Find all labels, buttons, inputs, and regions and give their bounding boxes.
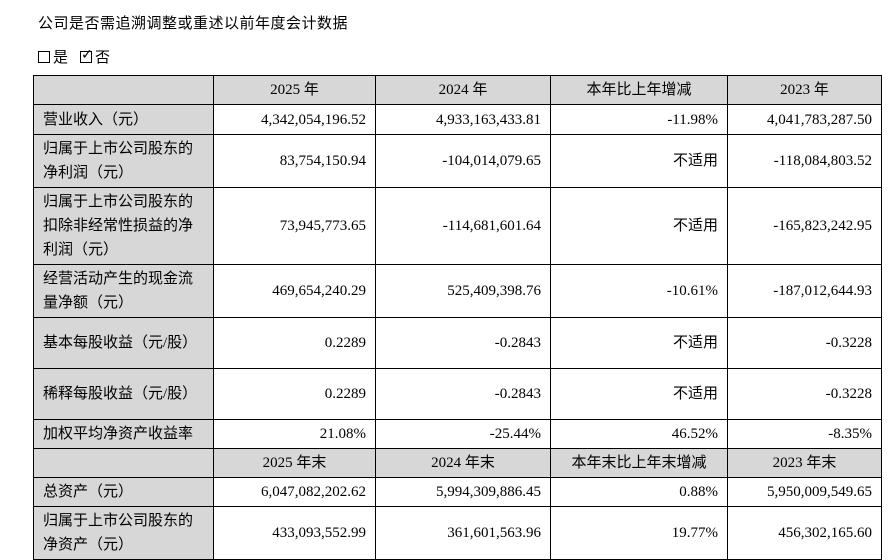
value-2024: -0.2843 [375, 368, 551, 420]
row-label: 总资产（元） [33, 477, 214, 507]
row-label: 归属于上市公司股东的扣除非经常性损益的净利润（元） [33, 187, 214, 265]
row-label: 归属于上市公司股东的净利润（元） [33, 134, 214, 188]
value-2024: 525,409,398.76 [375, 264, 551, 318]
table-row-net-profit: 归属于上市公司股东的净利润（元） 83,754,150.94 -104,014,… [33, 134, 882, 188]
header-yearend-change: 本年末比上年末增减 [550, 448, 728, 478]
checkbox-row: 是 ✓ 否 [38, 46, 348, 67]
value-2024: -104,014,079.65 [375, 134, 551, 188]
row-label: 归属于上市公司股东的净资产（元） [33, 506, 214, 560]
value-2025: 0.2289 [213, 317, 376, 369]
table-row-net-assets: 归属于上市公司股东的净资产（元） 433,093,552.99 361,601,… [33, 506, 882, 560]
value-2023: -187,012,644.93 [727, 264, 882, 318]
value-2024: 4,933,163,433.81 [375, 104, 551, 135]
value-change: 不适用 [550, 368, 728, 420]
value-change: 19.77% [550, 506, 728, 560]
value-2024: -25.44% [375, 419, 551, 449]
table-row-weighted-avg-roe: 加权平均净资产收益率 21.08% -25.44% 46.52% -8.35% [33, 419, 882, 449]
checkbox-unchecked-icon [38, 50, 50, 63]
value-2023: 4,041,783,287.50 [727, 104, 882, 135]
value-2024: 5,994,309,886.45 [375, 477, 551, 507]
value-2025: 433,093,552.99 [213, 506, 376, 560]
question-text: 公司是否需追溯调整或重述以前年度会计数据 [38, 16, 349, 32]
table-row-basic-eps: 基本每股收益（元/股） 0.2289 -0.2843 不适用 -0.3228 [33, 317, 882, 369]
value-2024: -0.2843 [375, 317, 551, 369]
header-2023-end: 2023 年末 [727, 448, 882, 478]
value-2025: 73,945,773.65 [213, 187, 376, 265]
table-row-net-profit-excl-nonrecurring: 归属于上市公司股东的扣除非经常性损益的净利润（元） 73,945,773.65 … [33, 187, 882, 265]
row-label: 稀释每股收益（元/股） [33, 368, 214, 420]
table-row-revenue: 营业收入（元） 4,342,054,196.52 4,933,163,433.8… [33, 104, 882, 135]
value-change: 0.88% [550, 477, 728, 507]
value-2024: -114,681,601.64 [375, 187, 551, 265]
value-2025: 4,342,054,196.52 [213, 104, 376, 135]
intro-block: 公司是否需追溯调整或重述以前年度会计数据 是 ✓ 否 [38, 12, 348, 67]
value-2023: -0.3228 [727, 317, 882, 369]
row-label: 营业收入（元） [33, 104, 214, 135]
choice-yes-label: 是 [53, 50, 69, 66]
value-change: 不适用 [550, 187, 728, 265]
value-2025: 83,754,150.94 [213, 134, 376, 188]
row-label: 基本每股收益（元/股） [33, 317, 214, 369]
financial-summary-table: 2025 年 2024 年 本年比上年增减 2023 年 营业收入（元） 4,3… [33, 75, 882, 560]
header-2025-end: 2025 年末 [213, 448, 376, 478]
value-2025: 21.08% [213, 419, 376, 449]
header-2025: 2025 年 [213, 75, 376, 105]
value-change: 不适用 [550, 134, 728, 188]
check-mark-icon: ✓ [81, 46, 93, 63]
value-2023: -8.35% [727, 419, 882, 449]
value-2023: 5,950,009,549.65 [727, 477, 882, 507]
checkbox-checked-icon: ✓ [80, 46, 93, 63]
value-2025: 0.2289 [213, 368, 376, 420]
value-2025: 469,654,240.29 [213, 264, 376, 318]
value-change: -10.61% [550, 264, 728, 318]
header-2024-end: 2024 年末 [375, 448, 551, 478]
value-2025: 6,047,082,202.62 [213, 477, 376, 507]
header-2024: 2024 年 [375, 75, 551, 105]
value-2023: -118,084,803.52 [727, 134, 882, 188]
table-row-total-assets: 总资产（元） 6,047,082,202.62 5,994,309,886.45… [33, 477, 882, 507]
row-label: 经营活动产生的现金流量净额（元） [33, 264, 214, 318]
header-blank-cell [33, 448, 214, 478]
value-2023: -165,823,242.95 [727, 187, 882, 265]
value-change: -11.98% [550, 104, 728, 135]
annual-header-row: 2025 年 2024 年 本年比上年增减 2023 年 [33, 75, 882, 105]
header-2023: 2023 年 [727, 75, 882, 105]
value-2023: 456,302,165.60 [727, 506, 882, 560]
choice-no-label: 否 [95, 50, 111, 66]
value-change: 46.52% [550, 419, 728, 449]
table-row-diluted-eps: 稀释每股收益（元/股） 0.2289 -0.2843 不适用 -0.3228 [33, 368, 882, 420]
yearend-header-row: 2025 年末 2024 年末 本年末比上年末增减 2023 年末 [33, 448, 882, 478]
choice-yes: 是 [38, 46, 68, 67]
value-2024: 361,601,563.96 [375, 506, 551, 560]
value-2023: -0.3228 [727, 368, 882, 420]
header-yoy-change: 本年比上年增减 [550, 75, 728, 105]
choice-no: ✓ 否 [80, 46, 110, 67]
row-label: 加权平均净资产收益率 [33, 419, 214, 449]
value-change: 不适用 [550, 317, 728, 369]
header-blank-cell [33, 75, 214, 105]
table-row-operating-cash-flow: 经营活动产生的现金流量净额（元） 469,654,240.29 525,409,… [33, 264, 882, 318]
